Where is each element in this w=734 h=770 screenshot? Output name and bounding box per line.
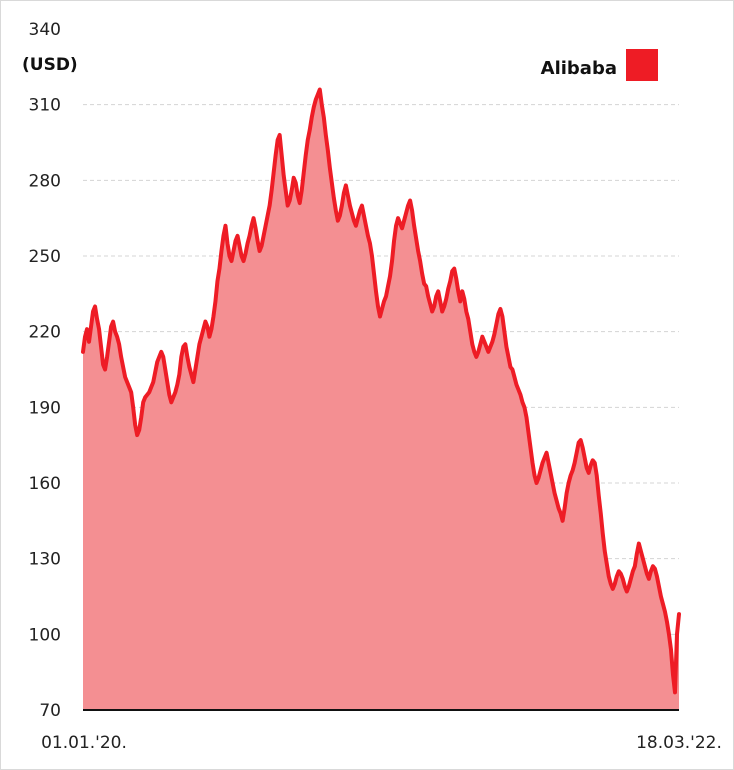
y-tick-label: 160 — [29, 474, 61, 494]
y-tick-label: 190 — [29, 398, 61, 418]
price-line — [81, 87, 681, 695]
y-tick-label: 250 — [29, 247, 61, 267]
y-tick-label: 100 — [29, 625, 61, 645]
price-area-fill — [83, 89, 679, 710]
y-tick-label: 130 — [29, 550, 61, 570]
x-axis-start-label: 01.01.'20. — [41, 733, 127, 753]
y-tick-label: 310 — [29, 96, 61, 116]
y-tick-label: 280 — [29, 171, 61, 191]
y-tick-label: 70 — [39, 701, 61, 721]
y-axis-unit-label: (USD) — [22, 55, 78, 75]
y-tick-label: 340 — [29, 20, 61, 40]
legend: Alibaba — [541, 49, 658, 81]
legend-label-alibaba: Alibaba — [541, 58, 617, 79]
legend-swatch-alibaba — [626, 49, 658, 81]
x-axis-end-label: 18.03.'22. — [636, 733, 722, 753]
y-tick-label: 220 — [29, 323, 61, 343]
y-axis-tick-labels: 70 100 130 160 190 220 250 280 310 340 — [29, 20, 61, 721]
